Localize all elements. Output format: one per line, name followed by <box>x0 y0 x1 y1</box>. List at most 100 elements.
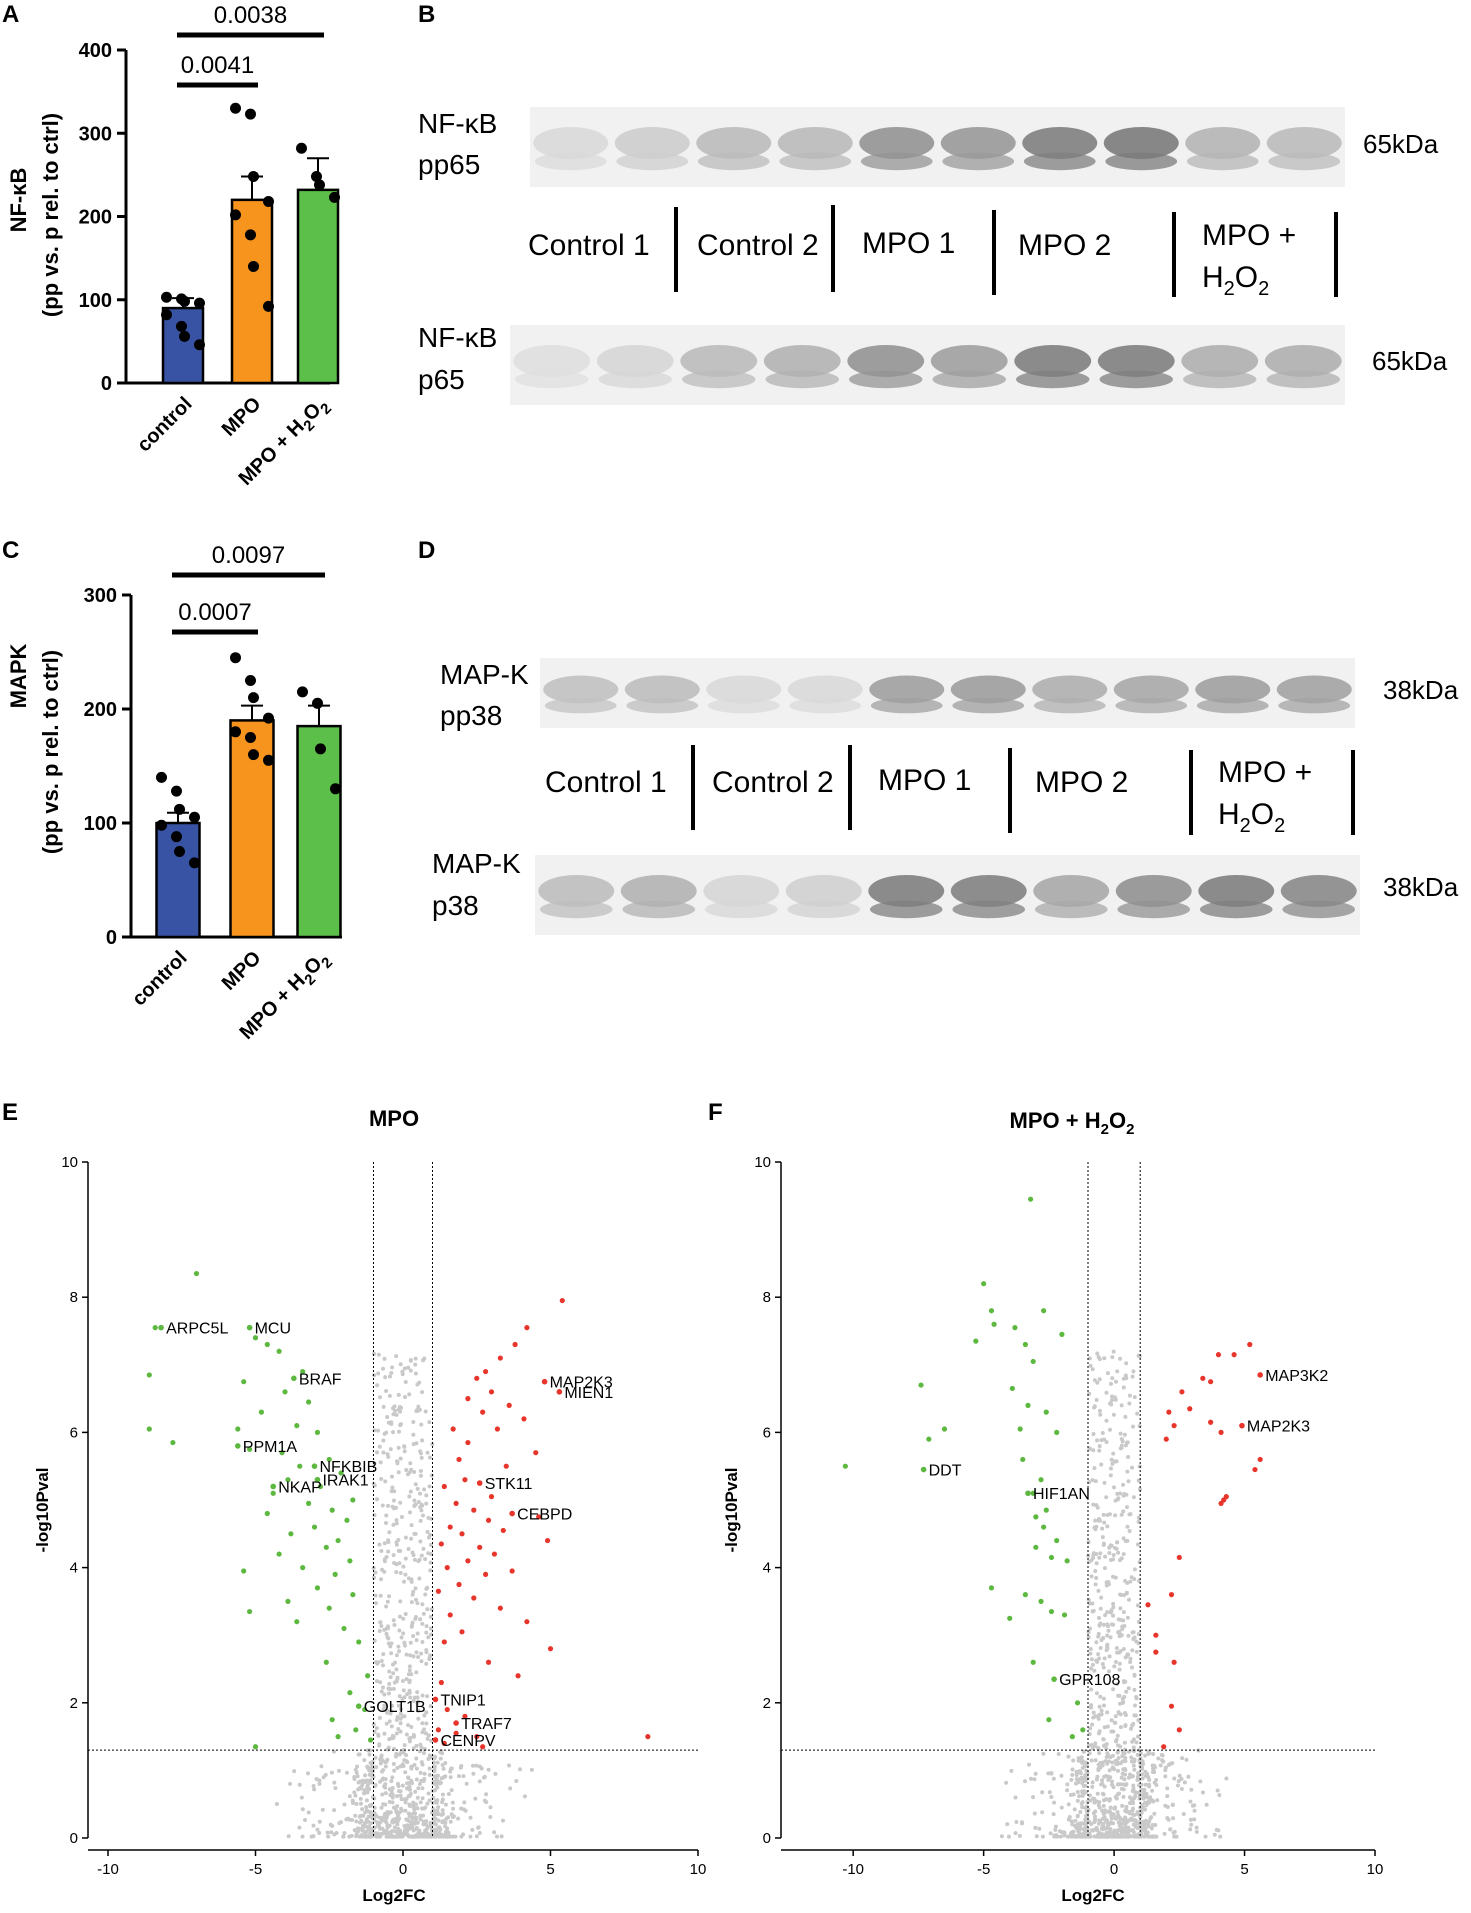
volcano-point-ns-f <box>1118 1356 1123 1361</box>
y-axis-title-f: -log10Pval <box>722 1467 741 1552</box>
volcano-point-ns-e <box>370 1759 375 1764</box>
blot-band-lower-b-0-4 <box>860 152 933 171</box>
volcano-point-ns-f <box>1113 1397 1118 1402</box>
volcano-point-ns-e <box>384 1815 389 1820</box>
volcano-point-ns-f <box>1072 1807 1077 1812</box>
volcano-point-ns-e <box>418 1817 423 1822</box>
volcano-point-ns-f <box>1101 1821 1106 1826</box>
volcano-point-ns-f <box>1013 1831 1018 1836</box>
volcano-point-ns-e <box>450 1800 455 1805</box>
volcano-point-down-e <box>335 1734 341 1740</box>
volcano-point-ns-f <box>1107 1545 1112 1550</box>
blot-band-lower-d-0-3 <box>789 697 862 714</box>
volcano-point-ns-f <box>1102 1774 1107 1779</box>
volcano-point-ns-f <box>1092 1378 1097 1383</box>
volcano-point-down-f <box>926 1436 932 1442</box>
volcano-point-ns-f <box>1184 1757 1189 1762</box>
volcano-point-ns-f <box>1135 1752 1140 1757</box>
data-point-a-1 <box>245 108 256 120</box>
volcano-point-ns-e <box>384 1820 389 1825</box>
volcano-point-ns-f <box>1096 1588 1101 1593</box>
y-tick-label-e: 2 <box>70 1695 78 1712</box>
volcano-point-ns-e <box>292 1769 297 1774</box>
blot-band-b-1-6 <box>1014 345 1092 377</box>
volcano-point-ns-e <box>420 1438 425 1443</box>
volcano-point-ns-f <box>1032 1777 1037 1782</box>
volcano-point-ns-f <box>1104 1390 1109 1395</box>
volcano-point-ns-e <box>383 1777 388 1782</box>
gene-label-arpc5l: ARPC5L <box>166 1321 228 1338</box>
volcano-point-ns-f <box>1100 1816 1105 1821</box>
blot-band-lower-d-0-7 <box>1115 697 1188 714</box>
volcano-point-ns-f <box>1121 1385 1126 1390</box>
volcano-point-ns-f <box>1115 1810 1120 1815</box>
volcano-point-ns-f <box>1105 1371 1110 1376</box>
volcano-point-ns-e <box>468 1815 473 1820</box>
volcano-point-ns-e <box>390 1474 395 1479</box>
volcano-point-ns-e <box>411 1805 416 1810</box>
data-point-c-1 <box>263 754 274 766</box>
volcano-point-down-e <box>247 1446 253 1452</box>
volcano-point-ns-f <box>1071 1792 1076 1797</box>
volcano-point-ns-f <box>1066 1754 1071 1759</box>
volcano-point-ns-f <box>1118 1725 1123 1730</box>
volcano-point-ns-e <box>407 1668 412 1673</box>
gene-label-ddt: DDT <box>929 1463 962 1480</box>
volcano-point-ns-f <box>1168 1827 1173 1832</box>
volcano-point-ns-e <box>426 1635 431 1640</box>
data-point-c-1 <box>245 732 256 743</box>
panel-letter-a: A <box>2 1 19 28</box>
volcano-point-ns-f <box>1071 1758 1076 1763</box>
volcano-point-ns-e <box>373 1755 378 1760</box>
volcano-point-down-f <box>1080 1727 1086 1733</box>
panel-letter-e: E <box>2 1099 18 1126</box>
volcano-point-ns-f <box>1017 1833 1022 1838</box>
blot-band-lower-d-0-0 <box>544 697 617 714</box>
volcano-point-labeled-e <box>432 1696 439 1703</box>
volcano-point-ns-f <box>1135 1826 1140 1831</box>
volcano-point-ns-f <box>1212 1832 1217 1837</box>
volcano-point-ns-f <box>1165 1786 1170 1791</box>
volcano-point-ns-e <box>390 1485 395 1490</box>
volcano-point-ns-e <box>402 1743 407 1748</box>
volcano-point-ns-f <box>1089 1822 1094 1827</box>
panel-letter-f: F <box>708 1099 723 1126</box>
volcano-title-mpo-h2o2: MPO + H2O2 <box>1010 1108 1135 1138</box>
volcano-point-ns-e <box>397 1561 402 1566</box>
data-point-a-0 <box>194 297 205 309</box>
volcano-point-up-f <box>1231 1352 1237 1358</box>
volcano-point-ns-e <box>358 1796 363 1801</box>
panel-letter-c: C <box>2 537 19 564</box>
volcano-point-ns-e <box>401 1688 406 1693</box>
volcano-point-ns-e <box>387 1393 392 1398</box>
volcano-point-up-f <box>1153 1632 1159 1638</box>
volcano-point-ns-e <box>380 1567 385 1572</box>
volcano-point-ns-e <box>394 1412 399 1417</box>
volcano-point-ns-f <box>1107 1654 1112 1659</box>
volcano-point-up-e <box>494 1426 500 1432</box>
y-tick-label-f: 0 <box>763 1830 771 1847</box>
volcano-point-ns-e <box>415 1820 420 1825</box>
data-point-c-0 <box>174 846 185 857</box>
volcano-point-down-e <box>300 1368 306 1375</box>
lane-label-mpo-2: MPO 2 <box>1018 229 1111 262</box>
volcano-point-ns-f <box>1128 1772 1133 1777</box>
volcano-point-ns-e <box>421 1546 426 1551</box>
volcano-point-ns-e <box>416 1786 421 1791</box>
volcano-plot-mpo-h2o2: MPO + H2O2 Log2FC -log10Pval 0246810-10-… <box>722 1108 1383 1905</box>
volcano-point-ns-e <box>428 1626 433 1631</box>
volcano-point-ns-f <box>1152 1811 1157 1816</box>
volcano-point-ns-f <box>1102 1811 1107 1816</box>
volcano-point-down-e <box>350 1497 356 1503</box>
volcano-point-ns-f <box>1099 1826 1104 1831</box>
volcano-point-ns-e <box>397 1752 402 1757</box>
volcano-point-ns-e <box>415 1486 420 1491</box>
volcano-point-ns-f <box>1114 1796 1119 1801</box>
volcano-point-ns-e <box>391 1522 396 1527</box>
volcano-point-ns-e <box>417 1576 422 1581</box>
volcano-point-ns-f <box>1097 1623 1102 1628</box>
volcano-point-labeled-e <box>509 1510 515 1517</box>
volcano-point-ns-e <box>392 1768 397 1773</box>
volcano-point-ns-e <box>522 1794 527 1799</box>
volcano-point-ns-e <box>404 1677 409 1682</box>
